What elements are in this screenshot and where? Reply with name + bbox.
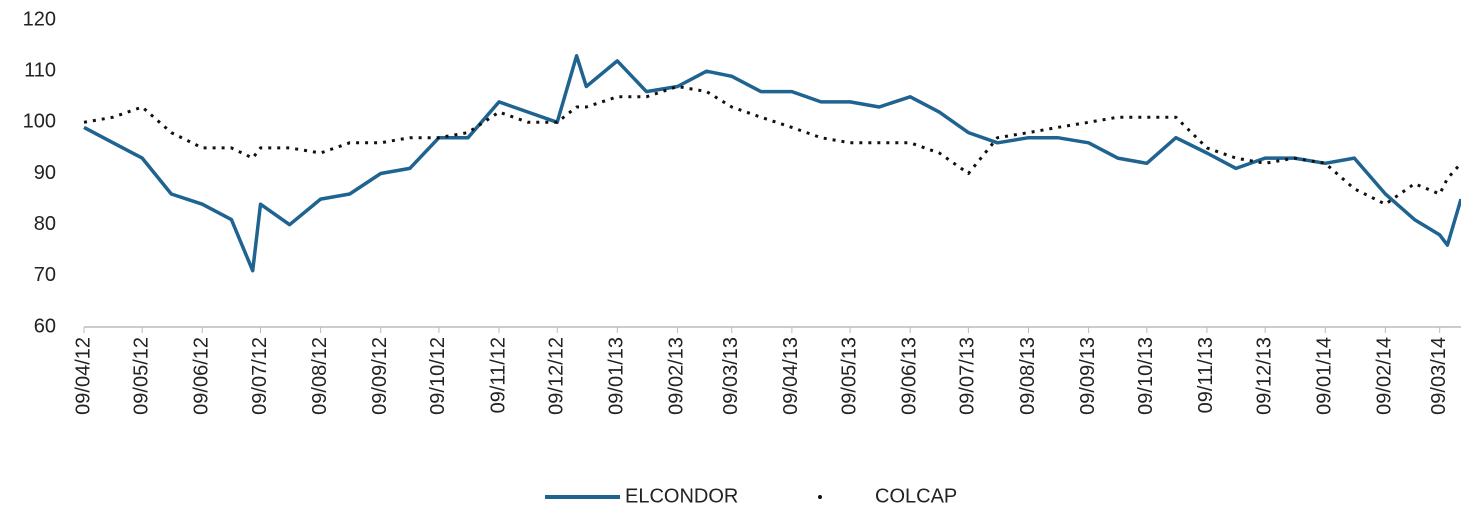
- y-tick-label: 90: [34, 162, 56, 184]
- x-tick-label: 09/12/12: [546, 337, 568, 415]
- y-tick-label: 60: [34, 315, 56, 337]
- x-tick-label: 09/02/13: [666, 337, 688, 415]
- x-tick-label: 09/11/13: [1195, 337, 1217, 413]
- x-tick-label: 09/07/12: [249, 337, 271, 415]
- x-tick-label: 09/05/13: [838, 337, 860, 415]
- x-tick-label: 09/08/13: [1017, 337, 1039, 415]
- x-tick-label: 09/10/12: [427, 337, 449, 415]
- y-tick-label: 100: [23, 111, 56, 133]
- x-tick-label: 09/06/13: [898, 337, 920, 415]
- legend-label: ELCONDOR: [625, 485, 738, 507]
- x-tick-label: 09/04/12: [72, 337, 94, 415]
- x-tick-label: 09/05/12: [130, 337, 152, 415]
- x-tick-label: 09/08/12: [309, 337, 331, 415]
- y-tick-label: 120: [23, 8, 56, 30]
- x-tick-label: 09/07/13: [957, 337, 979, 415]
- x-tick-label: 09/10/13: [1135, 337, 1157, 415]
- x-tick-label: 09/02/14: [1374, 337, 1396, 415]
- series-line: [83, 54, 1461, 273]
- y-tick-label: 110: [24, 59, 56, 81]
- x-tick-label: 09/06/12: [191, 337, 213, 415]
- legend-label: COLCAP: [875, 485, 957, 507]
- x-tick-label: 09/01/13: [606, 337, 628, 415]
- x-tick-label: 09/03/14: [1428, 337, 1450, 415]
- x-tick-label: 09/09/12: [369, 337, 391, 415]
- legend-marker: [818, 495, 822, 499]
- y-tick-label: 80: [34, 213, 56, 235]
- series-line: [83, 85, 1461, 206]
- x-tick-label: 09/04/13: [780, 337, 802, 415]
- x-tick-label: 09/11/12: [487, 337, 509, 413]
- x-tick-label: 09/12/13: [1253, 337, 1275, 415]
- x-tick-label: 09/09/13: [1077, 337, 1099, 415]
- x-tick-label: 09/01/14: [1314, 337, 1336, 415]
- y-tick-label: 70: [34, 264, 56, 286]
- x-tick-label: 09/03/13: [720, 337, 742, 415]
